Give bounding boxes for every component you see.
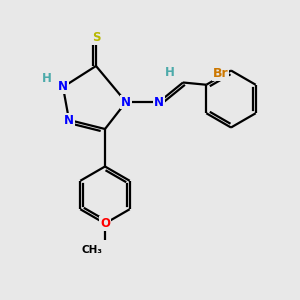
Text: H: H [165, 65, 174, 79]
Text: Br: Br [213, 67, 228, 80]
Text: N: N [154, 95, 164, 109]
Text: N: N [121, 95, 131, 109]
Text: CH₃: CH₃ [81, 245, 102, 255]
Text: H: H [42, 71, 51, 85]
Text: O: O [100, 217, 110, 230]
Text: N: N [64, 113, 74, 127]
Text: S: S [92, 31, 100, 44]
Text: N: N [58, 80, 68, 94]
